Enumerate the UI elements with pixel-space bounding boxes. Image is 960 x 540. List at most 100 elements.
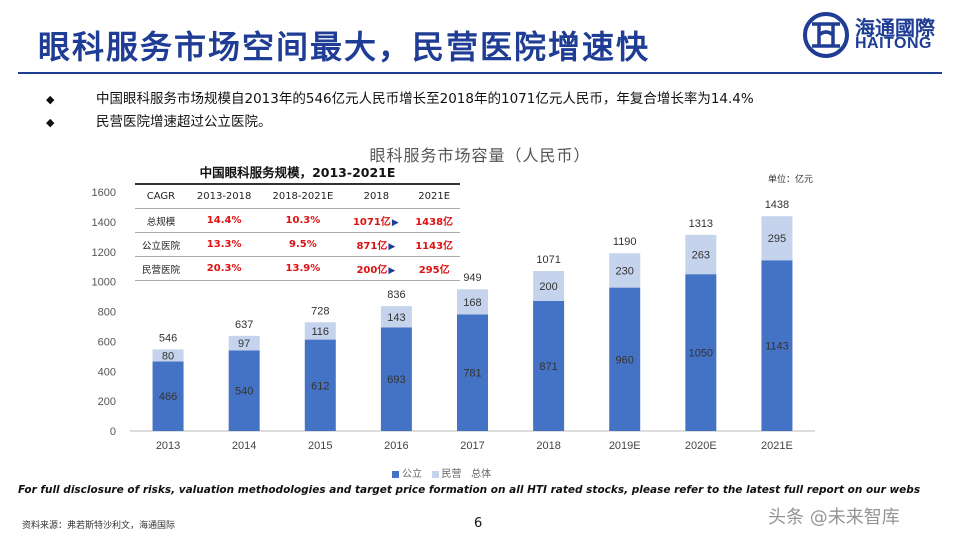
header-cell: 2013-2018 (186, 183, 262, 209)
x-tick-label: 2015 (308, 440, 332, 452)
bar-public (761, 260, 793, 431)
chart-legend: 公立 民营 总体 (392, 465, 491, 480)
x-tick-label: 2014 (232, 440, 256, 452)
unit-label: 单位：亿元 (768, 175, 814, 185)
disclaimer-text: For full disclosure of risks, valuation … (18, 484, 921, 496)
bar-public (380, 327, 412, 431)
data-label-total: 728 (311, 305, 329, 317)
y-tick-label: 400 (98, 366, 116, 378)
header-cell: 2018-2021E (261, 183, 345, 209)
data-label-public: 871 (539, 361, 557, 373)
value-2018: 871亿 (356, 241, 388, 252)
y-tick-label: 0 (110, 426, 116, 438)
data-label-public: 693 (387, 374, 405, 386)
y-tick-label: 600 (98, 336, 116, 348)
cagr-cell: 13.9% (261, 256, 345, 281)
data-label-private: 116 (312, 326, 330, 338)
chart-title: 眼科服务市场容量（人民币） (369, 146, 591, 165)
bar-private (380, 306, 412, 328)
value-2018: 200亿 (356, 265, 388, 276)
cagr-cell: 20.3% (186, 256, 262, 281)
arrow-right-icon: ▶ (388, 266, 396, 276)
x-tick-label: 2019E (609, 440, 641, 452)
bar-public (533, 300, 565, 431)
data-label-public: 1143 (765, 341, 789, 353)
data-label-public: 781 (463, 368, 481, 380)
y-tick-label: 1600 (92, 187, 116, 199)
logo-text-cn: 海通國際 (855, 16, 935, 40)
source-note: 资料来源：弗若斯特沙利文，海通国际 (22, 521, 176, 531)
x-tick-label: 2021E (761, 440, 793, 452)
data-label-total: 637 (235, 319, 253, 331)
table-row: 总规模 14.4% 10.3% 1071亿▶ 1438亿 (135, 208, 460, 233)
bar-private (761, 216, 793, 261)
legend-label-public: 公立 (402, 469, 422, 480)
arrow-right-icon: ▶ (388, 242, 396, 252)
cagr-cell: 14.4% (186, 208, 262, 233)
bullet-2: ◆ 民营医院增速超过公立医院。 (46, 110, 272, 130)
data-label-total: 836 (387, 289, 405, 301)
value-cell: 1071亿▶ (344, 208, 409, 233)
x-tick-label: 2018 (536, 440, 560, 452)
bar-public (152, 361, 184, 431)
row-label: 总规模 (135, 208, 187, 233)
data-label-public: 960 (616, 354, 634, 366)
legend-label-total: 总体 (471, 469, 492, 480)
table-row: 民营医院 20.3% 13.9% 200亿▶ 295亿 (135, 256, 460, 281)
value-cell: 200亿▶ (344, 256, 409, 281)
data-label-private: 80 (162, 350, 174, 362)
data-label-total: 1190 (613, 236, 637, 248)
data-label-public: 1050 (689, 348, 713, 360)
data-label-total: 1438 (765, 199, 789, 211)
haitong-logo-icon (803, 12, 849, 58)
bar-public (228, 350, 260, 431)
bar-private (609, 253, 641, 288)
cagr-inset: 中国眼科服务规模，2013-2021E CAGR 2013-2018 2018-… (135, 163, 460, 281)
table-row: 公立医院 13.3% 9.5% 871亿▶ 1143亿 (135, 232, 460, 257)
row-label: 民营医院 (135, 256, 187, 281)
bar-public (304, 339, 336, 431)
data-label-private: 230 (616, 265, 634, 277)
x-tick-label: 2013 (156, 440, 180, 452)
bar-private (304, 322, 336, 340)
data-label-public: 612 (311, 380, 329, 392)
inset-title: 中国眼科服务规模，2013-2021E (199, 165, 396, 180)
value-cell: 295亿 (408, 256, 460, 281)
bar-private (457, 289, 488, 315)
data-label-total: 1313 (689, 218, 713, 230)
data-label-total: 1071 (536, 254, 560, 266)
cagr-cell: 10.3% (261, 208, 345, 233)
bar-private (152, 349, 184, 362)
bar-private (533, 271, 565, 301)
legend-swatch-private (431, 470, 439, 478)
watermark: 头条 @未来智库 (768, 507, 900, 528)
y-tick-label: 1200 (92, 247, 116, 259)
data-label-private: 295 (768, 233, 786, 245)
data-label-total: 546 (159, 332, 177, 344)
value-cell: 1143亿 (408, 232, 460, 257)
bar-public (685, 274, 717, 431)
data-label-total: 949 (463, 272, 481, 284)
header-cell: 2018 (344, 183, 409, 209)
logo-text-en: HAITONG (855, 35, 932, 52)
bullet-2-text: 民营医院增速超过公立医院。 (96, 114, 272, 130)
row-label: 公立医院 (135, 232, 187, 257)
bar-public (457, 314, 488, 431)
table-header-row: CAGR 2013-2018 2018-2021E 2018 2021E (135, 183, 460, 209)
data-label-private: 168 (463, 297, 481, 309)
data-label-private: 200 (539, 281, 557, 293)
bar-private (228, 335, 260, 351)
data-label-public: 540 (235, 386, 253, 398)
legend-swatch-public (392, 470, 399, 478)
value-cell: 871亿▶ (344, 232, 409, 257)
y-tick-label: 1000 (92, 277, 116, 289)
bar-private (685, 234, 717, 275)
cagr-table: CAGR 2013-2018 2018-2021E 2018 2021E 总规模… (135, 183, 460, 281)
cagr-cell: 9.5% (261, 232, 345, 257)
cagr-cell: 13.3% (186, 232, 262, 257)
data-label-private: 143 (387, 312, 405, 324)
y-tick-label: 200 (98, 396, 116, 408)
data-label-private: 97 (238, 338, 250, 350)
title-divider (18, 72, 942, 74)
diamond-bullet-icon: ◆ (46, 116, 55, 129)
